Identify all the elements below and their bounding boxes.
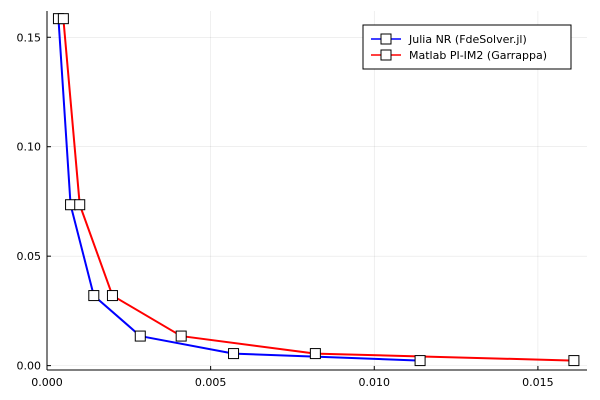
legend-label: Julia NR (FdeSolver.jl) — [408, 33, 527, 46]
data-point-marker — [106, 290, 118, 302]
y-tick-label: 0.10 — [17, 141, 42, 154]
data-point-marker — [228, 348, 240, 360]
y-tick-label: 0.00 — [17, 360, 42, 373]
data-point-marker — [65, 199, 77, 211]
data-point-marker — [74, 199, 86, 211]
legend: Julia NR (FdeSolver.jl) Matlab PI-IM2 (Ga… — [362, 24, 572, 70]
x-tick-label: 0.000 — [31, 376, 63, 389]
data-point-marker — [175, 330, 187, 342]
series-line — [57, 18, 421, 362]
x-tick-label: 0.015 — [522, 376, 554, 389]
data-point-marker — [134, 330, 146, 342]
data-point-marker — [309, 348, 321, 360]
data-point-marker — [57, 13, 69, 25]
data-point-marker — [568, 355, 580, 367]
axes: 0.000 0.005 0.010 0.015 0.00 0.05 0.10 0.15 — [17, 11, 587, 389]
legend-label: Matlab PI-IM2 (Garrappa) — [409, 49, 547, 62]
series-line — [62, 18, 574, 362]
data-point-marker — [88, 290, 100, 302]
x-tick-label: 0.010 — [359, 376, 391, 389]
legend-swatch-marker — [380, 33, 392, 45]
legend-box — [362, 24, 572, 70]
y-tick-label: 0.05 — [17, 250, 42, 263]
plot-series — [52, 13, 580, 367]
y-tick-label: 0.15 — [17, 31, 42, 44]
x-tick-label: 0.005 — [195, 376, 227, 389]
legend-swatch-marker — [380, 49, 392, 61]
data-point-marker — [414, 355, 426, 367]
grid — [46, 11, 587, 370]
